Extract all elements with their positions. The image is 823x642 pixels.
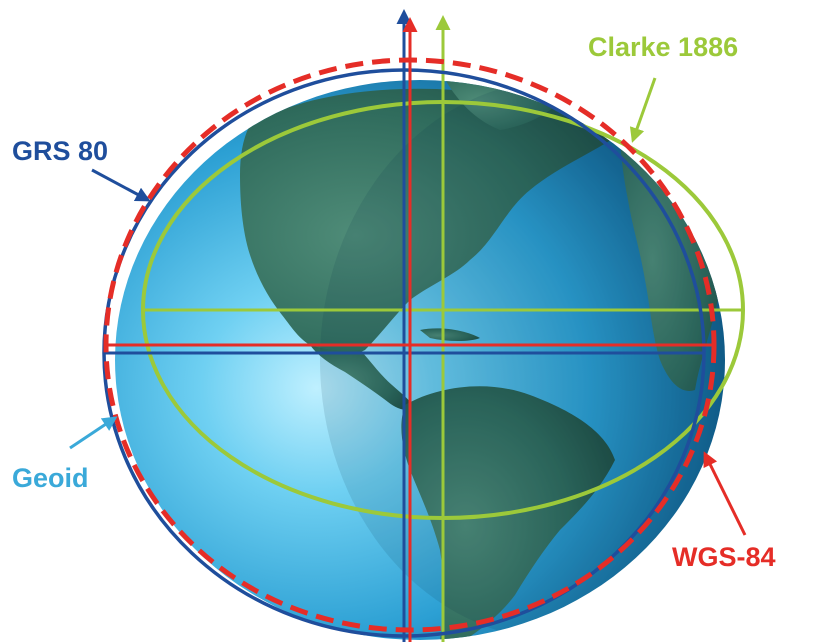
central-america-land <box>310 345 415 410</box>
caribbean-islands <box>420 328 480 341</box>
geoid-label: Geoid <box>12 463 89 493</box>
grs-80-leader-arrow <box>91 168 151 202</box>
grs-80-label: GRS 80 <box>12 136 108 166</box>
wgs-84-label: WGS-84 <box>672 542 776 572</box>
north-america-land <box>240 88 625 356</box>
geoid-leader-arrow <box>69 416 118 450</box>
clarke-1886-leader-arrow <box>629 77 657 143</box>
wgs-84-leader-arrow <box>703 451 747 536</box>
clarke-1886-label: Clarke 1886 <box>588 32 738 62</box>
